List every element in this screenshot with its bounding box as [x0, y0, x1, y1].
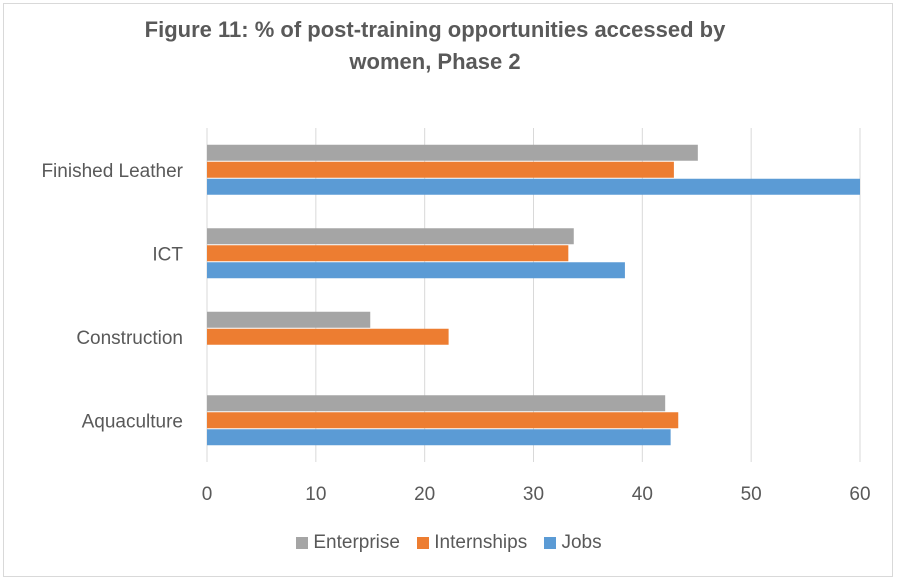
- bar-finished-leather-jobs: [207, 178, 860, 195]
- chart-title-line-1: Figure 11: % of post-training opportunit…: [144, 17, 726, 42]
- bar-construction-internships: [207, 328, 449, 345]
- x-tick-label-10: 10: [305, 484, 326, 505]
- category-label-ict: ICT: [152, 244, 183, 265]
- category-label-construction: Construction: [76, 328, 183, 349]
- category-label-finished-leather: Finished Leather: [41, 161, 183, 182]
- bar-ict-jobs: [207, 262, 625, 279]
- bar-ict-enterprise: [207, 228, 574, 245]
- chart-frame: [3, 3, 893, 577]
- legend-item-enterprise: Enterprise: [296, 532, 400, 554]
- x-tick-label-60: 60: [849, 484, 870, 505]
- chart-title: Figure 11: % of post-training opportunit…: [0, 14, 870, 78]
- legend-label-enterprise: Enterprise: [313, 532, 400, 553]
- category-label-aquaculture: Aquaculture: [82, 411, 183, 432]
- bar-construction-enterprise: [207, 311, 371, 328]
- x-tick-label-50: 50: [741, 484, 762, 505]
- legend-label-jobs: Jobs: [561, 532, 602, 553]
- bar-ict-internships: [207, 245, 569, 262]
- legend-label-internships: Internships: [434, 532, 528, 553]
- x-tick-label-40: 40: [632, 484, 653, 505]
- x-tick-label-30: 30: [523, 484, 544, 505]
- bar-aquaculture-enterprise: [207, 395, 666, 412]
- x-tick-label-0: 0: [202, 484, 213, 505]
- legend-item-jobs: Jobs: [544, 532, 602, 554]
- bar-finished-leather-enterprise: [207, 144, 698, 161]
- bar-aquaculture-internships: [207, 412, 679, 429]
- legend-swatch-jobs: [544, 537, 557, 549]
- x-tick-label-20: 20: [414, 484, 435, 505]
- chart-legend: Enterprise Internships Jobs: [0, 532, 898, 555]
- chart-title-line-2: women, Phase 2: [349, 49, 521, 74]
- legend-swatch-enterprise: [296, 537, 309, 549]
- legend-item-internships: Internships: [417, 532, 527, 554]
- bar-finished-leather-internships: [207, 161, 674, 178]
- bar-aquaculture-jobs: [207, 429, 671, 446]
- legend-swatch-internships: [417, 537, 430, 549]
